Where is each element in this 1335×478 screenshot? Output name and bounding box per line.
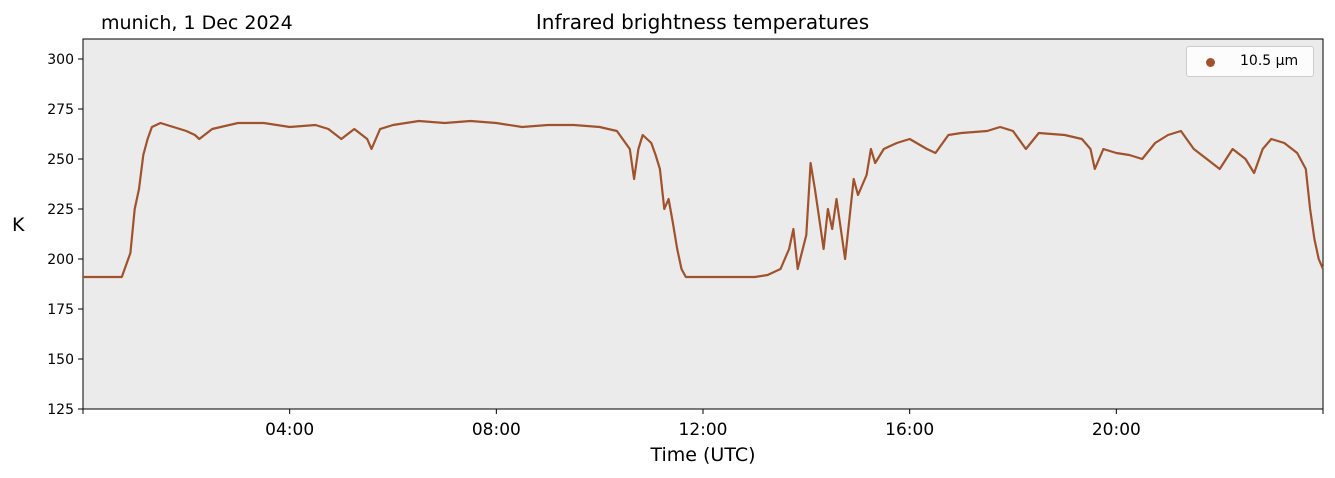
y-axis-ticks: 125 150 175 200 225 250 275 300 — [47, 52, 83, 418]
series-line-0 — [83, 119, 1325, 279]
y-tick-label: 225 — [47, 202, 74, 218]
x-tick-label: 20:00 — [1092, 420, 1141, 440]
x-tick-label: 04:00 — [265, 420, 314, 440]
legend: 10.5 µm — [1186, 46, 1314, 77]
location-date-label: munich, 1 Dec 2024 — [101, 12, 293, 34]
y-tick-label: 250 — [47, 152, 74, 168]
x-tick-label: 08:00 — [472, 420, 521, 440]
y-tick-label: 200 — [47, 252, 74, 268]
x-tick-label: 12:00 — [679, 420, 728, 440]
y-tick-label: 125 — [47, 402, 74, 418]
y-tick-label: 300 — [47, 52, 74, 68]
chart-title: Infrared brightness temperatures — [535, 10, 870, 34]
x-tick-label: 16:00 — [885, 420, 934, 440]
x-axis-ticks: 04:00 08:00 12:00 16:00 20:00 — [82, 409, 1324, 440]
y-axis-label: K — [12, 214, 25, 236]
y-tick-label: 275 — [47, 102, 74, 118]
series-layer — [83, 119, 1325, 279]
y-tick-label: 175 — [47, 302, 74, 318]
plot-area — [82, 38, 1324, 410]
x-axis-label: Time (UTC) — [650, 444, 756, 466]
legend-marker-dot — [1206, 58, 1215, 67]
y-tick-label: 150 — [47, 352, 74, 368]
legend-entry-label: 10.5 µm — [1240, 53, 1299, 69]
